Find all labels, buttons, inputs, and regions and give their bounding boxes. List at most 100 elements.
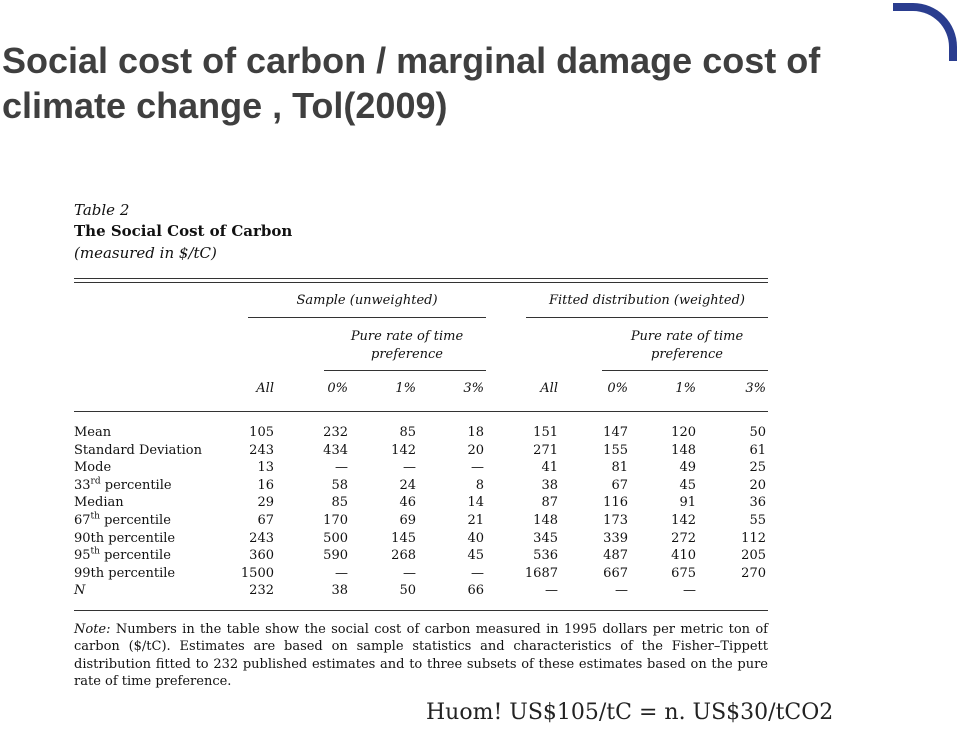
- table-cell: 272: [671, 530, 696, 546]
- table-cell: 14: [467, 495, 484, 511]
- table-cell: 91: [679, 495, 696, 511]
- table-label: Table 2: [74, 201, 130, 219]
- table-cell: 173: [603, 512, 628, 528]
- table-cell: —: [403, 565, 416, 581]
- table-cell: 243: [249, 442, 274, 458]
- subgroup-header-fitted: Pure rate of time preference: [630, 329, 744, 362]
- row-label: 99th percentile: [74, 565, 176, 581]
- row-label-ordinal: th: [90, 546, 100, 557]
- table-cell: 81: [611, 460, 628, 476]
- subgroup-underline-sample: [324, 370, 486, 371]
- row-label-rest: percentile: [99, 512, 171, 528]
- subgroup-header-row: Pure rate of time preference Pure rate o…: [74, 319, 768, 371]
- table-cell: 13: [257, 460, 274, 476]
- table-cell: —: [683, 583, 696, 599]
- header-rule: [74, 411, 768, 412]
- table-cell: 145: [391, 530, 416, 546]
- table-cell: 20: [467, 442, 484, 458]
- table-cell: 120: [671, 425, 696, 440]
- table-note: Note: Numbers in the table show the soci…: [74, 621, 768, 691]
- column-header: 1%: [395, 381, 416, 396]
- table-title: The Social Cost of Carbon: [74, 222, 293, 240]
- table-cell: 116: [603, 495, 628, 511]
- table-cell: 205: [741, 548, 766, 564]
- row-label: Mean: [74, 425, 112, 440]
- table-cell: 500: [323, 530, 348, 546]
- row-label-rest: percentile: [100, 477, 172, 493]
- table-cell: 1500: [240, 565, 274, 581]
- table-cell: 49: [679, 460, 696, 476]
- table-row: N 232 38 50 66 — — —: [74, 582, 768, 600]
- table-cell: —: [615, 583, 628, 599]
- table-cell: 148: [671, 442, 696, 458]
- group-header-sample: Sample (unweighted): [296, 293, 438, 308]
- table-cell: 38: [331, 583, 348, 599]
- row-label: 67th percentile: [74, 512, 171, 530]
- table-cell: 20: [749, 477, 766, 493]
- table-cell: 38: [541, 477, 558, 493]
- group-underline-sample: [248, 317, 486, 318]
- table-cell: —: [545, 583, 558, 599]
- table-row: 33rd percentile 16 58 24 8 38 67 45 20: [74, 477, 768, 495]
- table-cell: 40: [467, 530, 484, 546]
- table-cell: 345: [533, 530, 558, 546]
- column-header: All: [256, 381, 274, 396]
- group-underline-fitted: [526, 317, 768, 318]
- table-row: 90th percentile 243 500 145 40 345 339 272 112: [74, 530, 768, 548]
- table-cell: 675: [671, 565, 696, 581]
- footer-note: Huom! US$105/tC = n. US$30/tCO2: [426, 700, 834, 725]
- column-header: 3%: [463, 381, 484, 396]
- table-cell: 55: [749, 512, 766, 528]
- table-cell: 268: [391, 548, 416, 564]
- table-cell: 58: [331, 477, 348, 493]
- note-lead: Note:: [74, 621, 111, 637]
- table-row: Mean 105 232 85 18 151 147 120 50: [74, 424, 768, 442]
- table-row: Median 29 85 46 14 87 116 91 36: [74, 494, 768, 512]
- table-cell: 69: [399, 512, 416, 528]
- table-cell: 151: [533, 425, 558, 440]
- table-cell: 16: [257, 477, 274, 493]
- table-cell: 25: [749, 460, 766, 476]
- table-cell: 142: [671, 512, 696, 528]
- corner-decoration: [893, 3, 957, 61]
- column-header: 0%: [327, 381, 348, 396]
- table-cell: 67: [257, 512, 274, 528]
- table-body: Mean 105 232 85 18 151 147 120 50 Standard Deviat…: [74, 412, 768, 600]
- table-cell: 67: [611, 477, 628, 493]
- table-row: 67th percentile 67 170 69 21 148 173 142 55: [74, 512, 768, 530]
- table-cell: 45: [679, 477, 696, 493]
- table-cell: 50: [749, 425, 766, 440]
- table-cell: 50: [399, 583, 416, 599]
- column-header: 3%: [745, 381, 766, 396]
- table-cell: 667: [603, 565, 628, 581]
- group-header-row: Sample (unweighted) Fitted distribution …: [74, 283, 768, 319]
- table-cell: 112: [741, 530, 766, 546]
- row-label: Standard Deviation: [74, 442, 202, 458]
- row-label-number: 95: [74, 548, 91, 564]
- table-row: 99th percentile 1500 — — — 1687 667 675 270: [74, 565, 768, 583]
- row-label: 95th percentile: [74, 547, 171, 565]
- column-header: 1%: [675, 381, 696, 396]
- table-cell: 360: [249, 548, 274, 564]
- table-cell: 18: [467, 425, 484, 440]
- table-cell: —: [471, 565, 484, 581]
- row-label: Median: [74, 495, 124, 511]
- group-header-fitted: Fitted distribution (weighted): [549, 293, 745, 308]
- table-cell: 147: [603, 425, 628, 440]
- table-cell: 170: [323, 512, 348, 528]
- table-cell: 21: [467, 512, 484, 528]
- table-cell: 590: [323, 548, 348, 564]
- column-header: All: [540, 381, 558, 396]
- row-label-number: 33: [74, 477, 91, 493]
- table-cell: 45: [467, 548, 484, 564]
- row-label: N: [74, 583, 86, 599]
- table-cell: 434: [323, 442, 348, 458]
- table-cell: 61: [749, 442, 766, 458]
- table-cell: —: [335, 460, 348, 476]
- row-label: Mode: [74, 460, 112, 476]
- row-label: 33rd percentile: [74, 477, 172, 495]
- table-cell: —: [403, 460, 416, 476]
- table-cell: 339: [603, 530, 628, 546]
- table-cell: 243: [249, 530, 274, 546]
- table-cell: 155: [603, 442, 628, 458]
